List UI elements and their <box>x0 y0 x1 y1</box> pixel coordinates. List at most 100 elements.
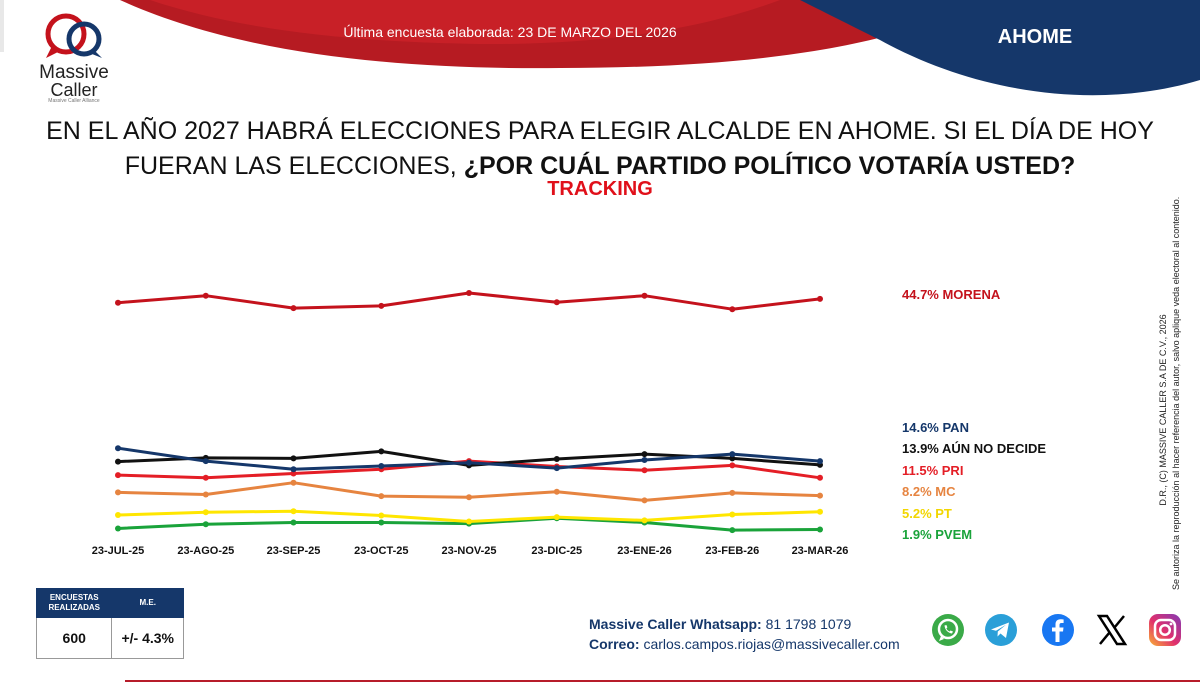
data-point <box>202 474 209 481</box>
legend-label: 8.2% MC <box>902 484 956 499</box>
data-point <box>202 509 209 516</box>
data-point <box>115 489 121 496</box>
data-point <box>378 519 385 526</box>
region-title: AHOME <box>997 26 1073 48</box>
series-morena <box>115 290 823 313</box>
legend-label: 1.9% PVEM <box>902 527 972 542</box>
data-point <box>466 290 472 296</box>
legend-label: 11.5% PRI <box>902 463 963 478</box>
legend-label: 5.2% PT <box>902 506 952 521</box>
data-point <box>729 451 736 458</box>
x-tick-label: 23-MAR-26 <box>792 545 849 557</box>
data-point <box>290 508 297 515</box>
surveys-header: ENCUESTAS REALIZADAS <box>35 588 113 618</box>
speech-bubbles-logo-icon <box>45 13 102 58</box>
brand-name-line1: Massive <box>39 62 109 83</box>
x-tick-label: 23-JUL-25 <box>92 545 145 557</box>
legend-label: 13.9% AÚN NO DECIDE <box>902 441 1046 456</box>
data-point <box>817 474 823 481</box>
whatsapp-icon[interactable] <box>930 612 966 648</box>
data-point <box>202 491 209 498</box>
data-point <box>553 514 560 521</box>
copyright-note: D.R., (C) MASSIVE CALLER S.A DE C.V., 20… <box>1150 196 1190 590</box>
data-point <box>729 306 736 313</box>
margin-error-value: +/- 4.3% <box>111 617 184 659</box>
x-tick-label: 23-SEP-25 <box>267 545 321 557</box>
brand-tagline: Massive Caller Alliance <box>48 98 100 104</box>
data-point <box>817 458 823 465</box>
legend-label: 14.6% PAN <box>902 420 969 435</box>
footer-divider <box>125 680 1200 682</box>
whatsapp-number[interactable]: 81 1798 1079 <box>765 616 852 632</box>
chart-subtitle: TRACKING <box>547 178 653 200</box>
x-tick-label: 23-DIC-25 <box>531 545 582 557</box>
data-point <box>290 455 297 462</box>
instagram-icon[interactable] <box>1147 612 1183 648</box>
series-pan <box>115 445 823 473</box>
x-tick-label: 23-NOV-25 <box>441 545 496 557</box>
contact-info: Massive Caller Whatsapp: 81 1798 1079 Co… <box>589 614 900 654</box>
data-point <box>641 292 648 299</box>
data-point <box>378 302 385 309</box>
data-point <box>115 458 121 465</box>
x-tick-label: 23-AGO-25 <box>177 545 234 557</box>
data-point <box>290 470 297 477</box>
data-point <box>115 445 121 452</box>
x-tick-label: 23-ENE-26 <box>617 545 671 557</box>
x-tick-label: 23-FEB-26 <box>705 545 759 557</box>
data-point <box>290 519 297 526</box>
data-point <box>115 512 121 518</box>
survey-date: Última encuesta elaborada: 23 DE MARZO D… <box>343 24 677 40</box>
data-point <box>202 458 209 465</box>
data-point <box>729 462 736 469</box>
data-point <box>641 497 648 504</box>
data-point <box>729 527 736 534</box>
data-point <box>115 299 121 306</box>
email-address[interactable]: carlos.campos.riojas@massivecaller.com <box>643 636 900 652</box>
x-tick-label: 23-OCT-25 <box>354 545 408 557</box>
contact-whatsapp: Massive Caller Whatsapp: 81 1798 1079 <box>589 614 900 634</box>
data-point <box>553 456 560 462</box>
x-icon[interactable] <box>1094 612 1130 648</box>
data-point <box>202 521 209 528</box>
data-point <box>641 517 648 524</box>
data-point <box>378 512 385 519</box>
data-point <box>378 493 385 500</box>
data-point <box>817 526 823 533</box>
data-point <box>290 466 297 473</box>
data-point <box>553 465 560 472</box>
data-point <box>378 448 385 455</box>
data-point <box>290 479 297 486</box>
data-point <box>115 472 121 479</box>
facebook-icon[interactable] <box>1040 612 1076 648</box>
email-label: Correo: <box>589 636 640 652</box>
legend-label: 44.7% MORENA <box>902 287 1001 302</box>
data-point <box>466 518 472 525</box>
data-point <box>641 457 648 463</box>
series-mc <box>115 479 823 504</box>
data-point <box>290 305 297 312</box>
data-point <box>817 492 823 499</box>
data-point <box>115 525 121 532</box>
data-point <box>817 508 823 515</box>
surveys-value: 600 <box>35 617 113 659</box>
data-point <box>202 292 209 299</box>
data-point <box>729 489 736 496</box>
surveys-header-line1: ENCUESTAS <box>49 593 99 602</box>
header-banner <box>0 0 1200 96</box>
surveys-header-line2: REALIZADAS <box>48 603 100 612</box>
data-point <box>641 467 648 474</box>
copyright-line2: Se autoriza la reproducción al hacer ref… <box>1171 196 1181 590</box>
brand-logo: Massive Caller Massive Caller Alliance <box>32 12 116 104</box>
margin-error-header: M.E. <box>111 588 184 618</box>
brand-name-line2: Caller <box>50 80 98 100</box>
data-point <box>553 299 560 306</box>
whatsapp-label: Massive Caller Whatsapp: <box>589 616 762 632</box>
data-point <box>817 295 823 302</box>
telegram-icon[interactable] <box>983 612 1019 648</box>
copyright-line1: D.R., (C) MASSIVE CALLER S.A DE C.V., 20… <box>1158 314 1168 506</box>
data-point <box>729 455 736 462</box>
data-point <box>553 488 560 495</box>
question-part2: ¿POR CUÁL PARTIDO POLÍTICO VOTARÍA USTED… <box>463 152 1076 180</box>
